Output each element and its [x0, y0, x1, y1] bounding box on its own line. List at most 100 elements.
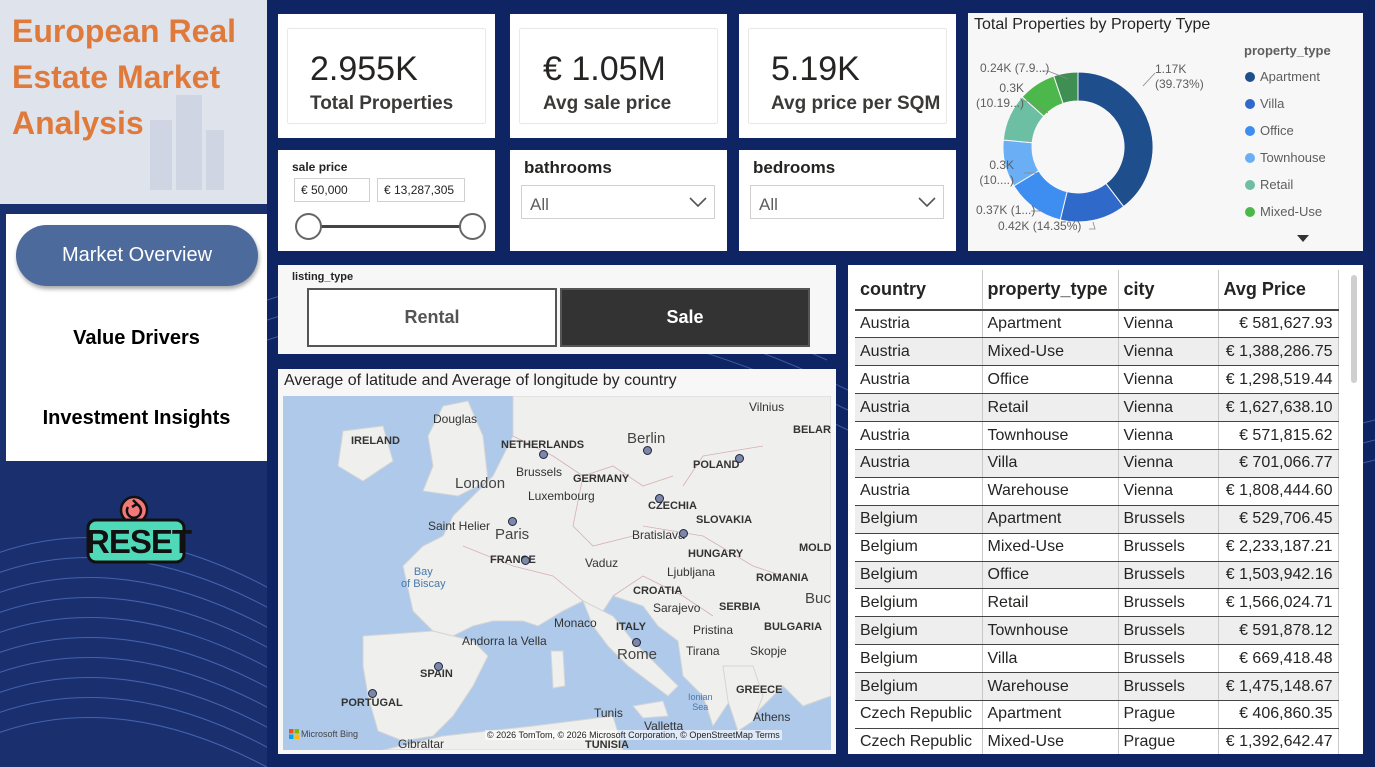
cell-property-type: Mixed-Use	[982, 337, 1119, 367]
legend-dot	[1245, 125, 1255, 136]
chevron-down-icon	[689, 197, 707, 208]
donut-title: Total Properties by Property Type	[974, 16, 1211, 33]
cell-country: Belgium	[855, 505, 983, 534]
map-label-andorra: Andorra la Vella	[462, 634, 547, 648]
table-row[interactable]: Austria Townhouse Vienna € 571,815.62	[855, 421, 1339, 450]
table-row[interactable]: Belgium Office Brussels € 1,503,942.16	[855, 561, 1339, 590]
cell-avg-price: € 1,475,148.67	[1218, 672, 1339, 701]
bedrooms-slicer-title: bedrooms	[753, 158, 836, 177]
donut-label-apartment: 1.17K (39.73%)	[1155, 62, 1204, 92]
reset-button[interactable]: RESET	[86, 494, 192, 566]
donut-label-villa: 0.42K (14.35%)	[998, 219, 1082, 233]
bedrooms-slicer: bedrooms All	[739, 150, 956, 251]
map-point-belgium[interactable]	[539, 450, 548, 459]
sale-price-min-input[interactable]: € 50,000	[294, 178, 370, 202]
table-row[interactable]: Belgium Warehouse Brussels € 1,475,148.67	[855, 672, 1339, 701]
map-point-czech-republic[interactable]	[655, 494, 664, 503]
listing-type-rental-button[interactable]: Rental	[307, 288, 557, 347]
map-label-netherlands: NETHERLANDS	[501, 439, 585, 451]
legend-scroll-down-icon[interactable]	[1297, 235, 1309, 243]
cell-avg-price: € 669,418.48	[1218, 644, 1339, 674]
kpi-avg-sale-price-card: € 1.05M Avg sale price	[510, 14, 727, 138]
legend-item-villa[interactable]: Villa	[1245, 96, 1284, 111]
map-point-spain[interactable]	[434, 662, 443, 671]
map-point-austria[interactable]	[679, 529, 688, 538]
table-row[interactable]: Austria Villa Vienna € 701,066.77	[855, 449, 1339, 478]
map-point-germany[interactable]	[643, 446, 652, 455]
legend-dot	[1245, 71, 1255, 82]
nav-market-overview-button[interactable]: Market Overview	[16, 225, 258, 286]
map-copyright[interactable]: © 2026 TomTom, © 2026 Microsoft Corporat…	[485, 730, 782, 740]
legend-item-retail[interactable]: Retail	[1245, 177, 1293, 192]
map-point-poland[interactable]	[735, 454, 744, 463]
table-row[interactable]: Belgium Mixed-Use Brussels € 2,233,187.21	[855, 533, 1339, 562]
column-header-avg-price[interactable]: Avg Price	[1218, 270, 1339, 311]
kpi-frame	[519, 28, 718, 124]
map-label-moldova: MOLD	[799, 542, 831, 554]
cell-avg-price: € 1,503,942.16	[1218, 561, 1339, 590]
cell-avg-price: € 1,566,024.71	[1218, 588, 1339, 618]
cell-property-type: Villa	[982, 449, 1119, 478]
cell-property-type: Mixed-Use	[982, 533, 1119, 562]
map-label-skopje: Skopje	[750, 644, 787, 658]
map-point-netherlands[interactable]	[508, 517, 517, 526]
map-canvas[interactable]: Douglas IRELAND NETHERLANDS Berlin POLAN…	[283, 396, 831, 750]
bedrooms-dropdown[interactable]: All	[750, 185, 944, 219]
sale-price-slider-max-handle[interactable]	[459, 213, 486, 240]
donut-slice-apartment[interactable]	[1077, 71, 1154, 208]
legend-item-office[interactable]: Office	[1245, 123, 1294, 138]
map-point-france[interactable]	[521, 556, 530, 565]
donut-label-apartment-value: 1.17K	[1155, 62, 1187, 76]
listing-type-sale-button[interactable]: Sale	[560, 288, 810, 347]
table-row[interactable]: Austria Office Vienna € 1,298,519.44	[855, 365, 1339, 395]
cell-country: Austria	[855, 337, 983, 367]
legend-label: Retail	[1260, 177, 1294, 192]
table-row[interactable]: Austria Apartment Vienna € 581,627.93	[855, 310, 1339, 339]
cell-property-type: Townhouse	[982, 616, 1119, 646]
table-row[interactable]: Belgium Retail Brussels € 1,566,024.71	[855, 588, 1339, 618]
column-header-country[interactable]: country	[855, 270, 983, 311]
table-row[interactable]: Czech Republic Mixed-Use Prague € 1,392,642…	[855, 728, 1339, 754]
legend-dot	[1245, 179, 1255, 190]
map-point-portugal[interactable]	[368, 689, 377, 698]
legend-item-apartment[interactable]: Apartment	[1245, 69, 1320, 84]
donut-label-mixed-use: 0.24K (7.9...)	[980, 61, 1050, 75]
sale-price-max-input[interactable]: € 13,287,305	[377, 178, 465, 202]
donut-label-townhouse: 0.3K (10....)	[976, 158, 1014, 188]
nav-value-drivers-link[interactable]: Value Drivers	[73, 327, 200, 349]
sale-price-slicer-title: sale price	[292, 160, 348, 174]
bathrooms-dropdown[interactable]: All	[521, 185, 715, 219]
bathrooms-slicer: bathrooms All	[510, 150, 727, 251]
map-point-italy[interactable]	[632, 638, 641, 647]
column-header-property-type[interactable]: property_type	[982, 270, 1119, 311]
table-row[interactable]: Belgium Apartment Brussels € 529,706.45	[855, 505, 1339, 534]
kpi-avg-price-sqm-value: 5.19K	[771, 50, 860, 88]
cell-city: Brussels	[1118, 561, 1219, 590]
table-row[interactable]: Belgium Villa Brussels € 669,418.48	[855, 644, 1339, 674]
donut-label-retail-value: 0.3K	[999, 81, 1024, 95]
cell-property-type: Office	[982, 561, 1119, 590]
table-row[interactable]: Czech Republic Apartment Prague € 406,860.3…	[855, 700, 1339, 729]
map-label-ionian-sea: Ionian Sea	[688, 692, 713, 712]
cell-avg-price: € 591,878.12	[1218, 616, 1339, 646]
legend-item-townhouse[interactable]: Townhouse	[1245, 150, 1326, 165]
table-row[interactable]: Austria Warehouse Vienna € 1,808,444.60	[855, 477, 1339, 506]
cell-city: Prague	[1118, 728, 1219, 754]
table-scrollbar[interactable]	[1351, 275, 1357, 383]
table-row[interactable]: Austria Retail Vienna € 1,627,638.10	[855, 393, 1339, 423]
map-label-slovakia: SLOVAKIA	[696, 514, 753, 526]
cell-city: Vienna	[1118, 365, 1219, 395]
sale-price-slider-min-handle[interactable]	[295, 213, 322, 240]
legend-label: Mixed-Use	[1260, 204, 1323, 219]
cell-property-type: Retail	[982, 588, 1119, 618]
legend-dot	[1245, 98, 1255, 109]
nav-investment-insights-link[interactable]: Investment Insights	[42, 407, 231, 429]
legend-item-mixed-use[interactable]: Mixed-Use	[1245, 204, 1322, 219]
donut-leader-line	[1142, 72, 1156, 87]
table-row[interactable]: Austria Mixed-Use Vienna € 1,388,286.75	[855, 337, 1339, 367]
table-row[interactable]: Belgium Townhouse Brussels € 591,878.12	[855, 616, 1339, 646]
sale-price-slider-track[interactable]	[308, 225, 474, 228]
cell-avg-price: € 1,627,638.10	[1218, 393, 1339, 423]
column-header-city[interactable]: city	[1118, 270, 1219, 311]
donut-slice-warehouse[interactable]	[1053, 71, 1079, 105]
